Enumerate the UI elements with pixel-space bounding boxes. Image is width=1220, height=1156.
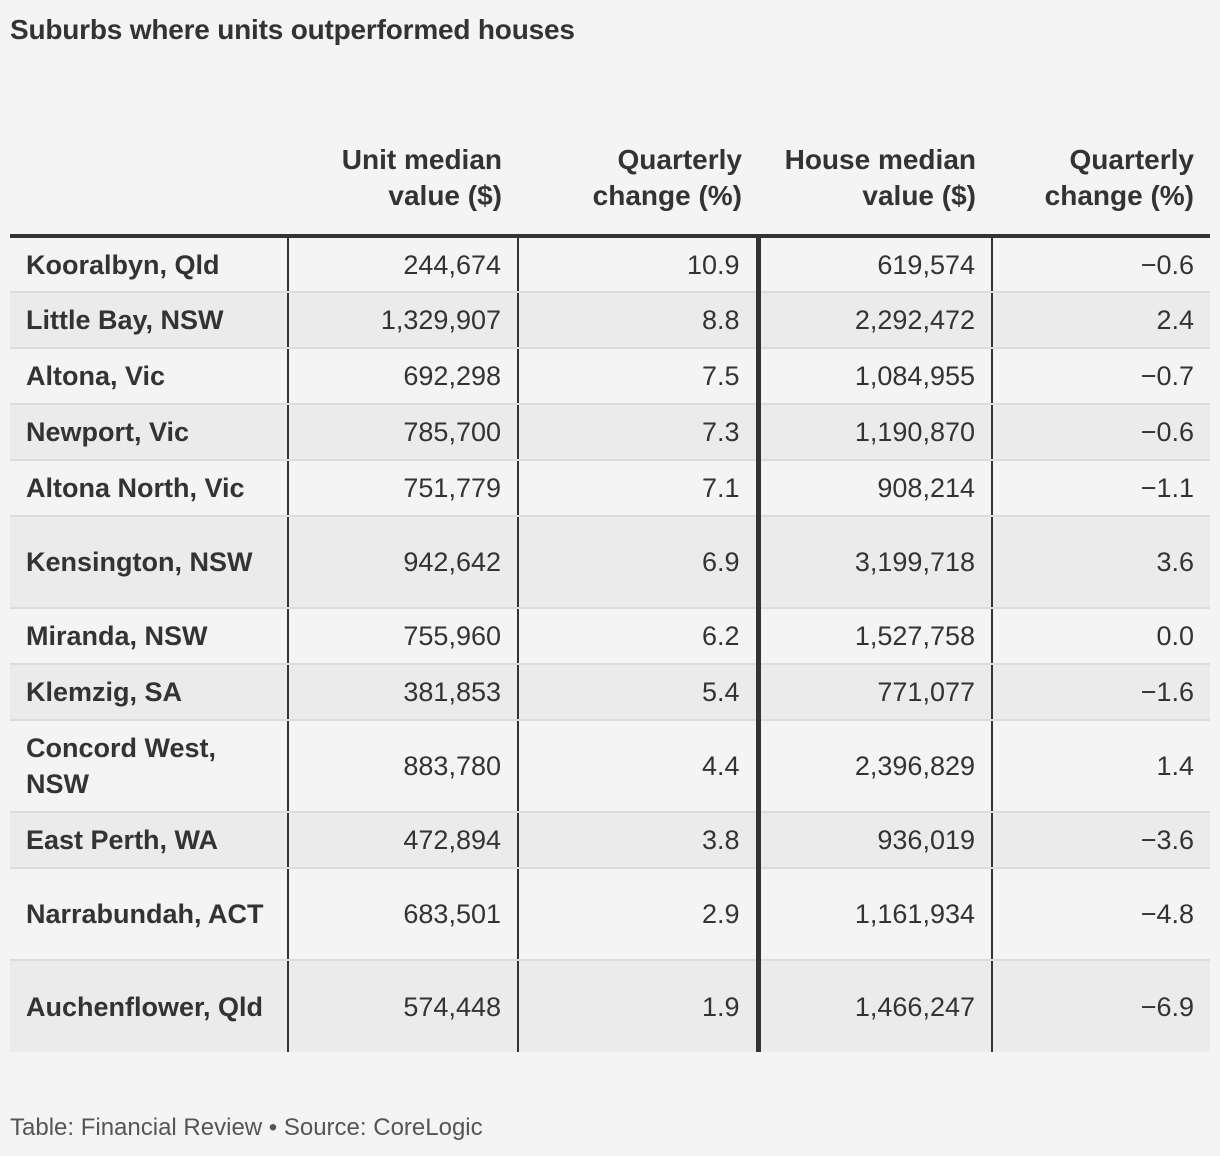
unit-median-cell: 942,642 xyxy=(287,516,518,609)
house-median-cell: 1,466,247 xyxy=(755,960,992,1052)
table-row: East Perth, WA 472,894 3.8 936,019 −3.6 xyxy=(10,812,1210,869)
unit-median-cell: 785,700 xyxy=(287,404,518,461)
house-change-cell: −1.1 xyxy=(991,460,1210,517)
unit-change-cell: 8.8 xyxy=(517,292,758,349)
house-change-cell: −0.6 xyxy=(991,236,1210,293)
house-median-cell: 936,019 xyxy=(755,812,992,869)
table-row: Altona North, Vic 751,779 7.1 908,214 −1.1 xyxy=(10,460,1210,517)
house-median-cell: 771,077 xyxy=(755,664,992,721)
column-header-house-change: Quarterly change (%) xyxy=(992,100,1210,238)
house-median-cell: 1,084,955 xyxy=(755,348,992,405)
unit-change-cell: 4.4 xyxy=(517,720,758,813)
unit-median-cell: 755,960 xyxy=(287,608,518,665)
table-row: Little Bay, NSW 1,329,907 8.8 2,292,472 2.4 xyxy=(10,292,1210,349)
unit-change-cell: 6.2 xyxy=(517,608,758,665)
table-row: Miranda, NSW 755,960 6.2 1,527,758 0.0 xyxy=(10,608,1210,665)
table-row: Newport, Vic 785,700 7.3 1,190,870 −0.6 xyxy=(10,404,1210,461)
suburb-cell: Klemzig, SA xyxy=(10,664,288,721)
table-row: Altona, Vic 692,298 7.5 1,084,955 −0.7 xyxy=(10,348,1210,405)
house-median-cell: 2,292,472 xyxy=(755,292,992,349)
table-row: Kensington, NSW 942,642 6.9 3,199,718 3.6 xyxy=(10,516,1210,609)
unit-median-cell: 381,853 xyxy=(287,664,518,721)
suburb-cell: East Perth, WA xyxy=(10,812,288,869)
unit-median-cell: 244,674 xyxy=(287,236,518,293)
unit-change-cell: 5.4 xyxy=(517,664,758,721)
unit-change-cell: 3.8 xyxy=(517,812,758,869)
data-table: Unit median value ($) Quarterly change (… xyxy=(10,100,1210,1052)
house-change-cell: −4.8 xyxy=(991,868,1210,961)
suburb-cell: Altona, Vic xyxy=(10,348,288,405)
house-median-cell: 1,527,758 xyxy=(755,608,992,665)
table-row: Kooralbyn, Qld 244,674 10.9 619,574 −0.6 xyxy=(10,236,1210,293)
column-header-house-median: House median value ($) xyxy=(758,100,992,238)
suburb-cell: Altona North, Vic xyxy=(10,460,288,517)
house-median-cell: 1,161,934 xyxy=(755,868,992,961)
house-median-cell: 908,214 xyxy=(755,460,992,517)
suburb-cell: Auchenflower, Qld xyxy=(10,960,288,1052)
suburb-cell: Kensington, NSW xyxy=(10,516,288,609)
unit-change-cell: 1.9 xyxy=(517,960,758,1052)
header-row: Unit median value ($) Quarterly change (… xyxy=(10,100,1210,238)
suburb-cell: Little Bay, NSW xyxy=(10,292,288,349)
house-change-cell: 1.4 xyxy=(991,720,1210,813)
column-header-unit-change: Quarterly change (%) xyxy=(518,100,758,238)
unit-median-cell: 472,894 xyxy=(287,812,518,869)
column-header-unit-median: Unit median value ($) xyxy=(288,100,518,238)
unit-median-cell: 883,780 xyxy=(287,720,518,813)
unit-median-cell: 692,298 xyxy=(287,348,518,405)
table-row: Narrabundah, ACT 683,501 2.9 1,161,934 −4.8 xyxy=(10,868,1210,961)
unit-median-cell: 574,448 xyxy=(287,960,518,1052)
table-row: Klemzig, SA 381,853 5.4 771,077 −1.6 xyxy=(10,664,1210,721)
house-median-cell: 1,190,870 xyxy=(755,404,992,461)
chart-title: Suburbs where units outperformed houses xyxy=(10,14,575,45)
column-header-suburb xyxy=(10,100,288,238)
house-median-cell: 2,396,829 xyxy=(755,720,992,813)
unit-change-cell: 6.9 xyxy=(517,516,758,609)
house-change-cell: −6.9 xyxy=(991,960,1210,1052)
table-row: Auchenflower, Qld 574,448 1.9 1,466,247 −6.9 xyxy=(10,960,1210,1052)
unit-change-cell: 7.3 xyxy=(517,404,758,461)
unit-median-cell: 683,501 xyxy=(287,868,518,961)
unit-change-cell: 7.1 xyxy=(517,460,758,517)
source-footer: Table: Financial Review • Source: CoreLo… xyxy=(10,1114,483,1141)
house-change-cell: 0.0 xyxy=(991,608,1210,665)
unit-median-cell: 1,329,907 xyxy=(287,292,518,349)
unit-change-cell: 2.9 xyxy=(517,868,758,961)
suburb-cell: Concord West, NSW xyxy=(10,720,288,813)
house-change-cell: 3.6 xyxy=(991,516,1210,609)
unit-median-cell: 751,779 xyxy=(287,460,518,517)
suburb-cell: Newport, Vic xyxy=(10,404,288,461)
house-median-cell: 619,574 xyxy=(755,236,992,293)
house-change-cell: 2.4 xyxy=(991,292,1210,349)
table-row: Concord West, NSW 883,780 4.4 2,396,829 1.4 xyxy=(10,720,1210,813)
unit-change-cell: 7.5 xyxy=(517,348,758,405)
suburb-cell: Kooralbyn, Qld xyxy=(10,236,288,293)
suburb-cell: Miranda, NSW xyxy=(10,608,288,665)
suburb-cell: Narrabundah, ACT xyxy=(10,868,288,961)
unit-change-cell: 10.9 xyxy=(517,236,758,293)
house-median-cell: 3,199,718 xyxy=(755,516,992,609)
house-change-cell: −0.7 xyxy=(991,348,1210,405)
house-change-cell: −0.6 xyxy=(991,404,1210,461)
house-change-cell: −3.6 xyxy=(991,812,1210,869)
house-change-cell: −1.6 xyxy=(991,664,1210,721)
